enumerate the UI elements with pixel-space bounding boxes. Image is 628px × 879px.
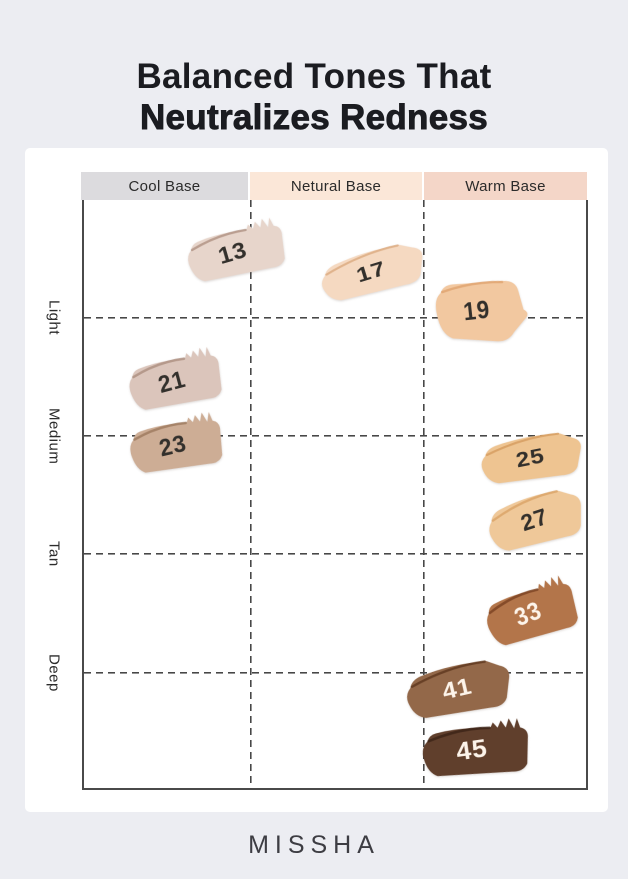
swatch-edge-highlight (132, 357, 186, 379)
swatch-21: 21 (118, 337, 236, 422)
swatch-smear-shape (130, 411, 223, 473)
shade-chart-card: Cool Base Netural Base Warm Base Light Medi… (25, 148, 608, 812)
swatch-19: 19 (428, 271, 535, 355)
swatch-13: 13 (176, 208, 300, 295)
swatch-41: 41 (396, 647, 522, 730)
row-label-deep: Deep (45, 654, 63, 692)
swatch-27: 27 (477, 475, 596, 563)
column-header-cool-base: Cool Base (81, 172, 248, 200)
swatch-edge-highlight (441, 280, 504, 294)
swatch-shade-number: 19 (462, 296, 492, 327)
column-divider-1 (250, 200, 252, 789)
swatch-23: 23 (120, 403, 237, 485)
row-label-tan: Tan (45, 541, 63, 567)
swatch-25: 25 (472, 421, 592, 493)
swatch-smear-shape (321, 244, 423, 301)
row-divider-2 (84, 435, 587, 437)
row-label-light: Light (45, 300, 63, 336)
swatch-edge-highlight (133, 421, 187, 441)
swatch-edge-highlight (410, 660, 486, 688)
swatch-edge-highlight (427, 726, 491, 743)
swatch-edge-highlight (485, 432, 560, 457)
grid-right-border (586, 200, 588, 790)
swatch-smear-shape (489, 490, 581, 551)
swatch-smear-shape (188, 217, 285, 282)
brand-logo: MISSHA (248, 831, 380, 859)
swatch-edge-highlight (190, 228, 247, 252)
swatch-17: 17 (310, 230, 436, 312)
row-label-medium: Medium (45, 407, 63, 465)
row-divider-1 (84, 317, 587, 319)
swatch-edge-highlight (491, 490, 558, 522)
swatch-edge-highlight (488, 588, 539, 615)
column-divider-2 (423, 200, 425, 789)
swatch-smear-shape (487, 575, 578, 646)
swatch-shade-number: 23 (157, 430, 190, 462)
base-header-row: Cool Base Netural Base Warm Base (81, 172, 587, 200)
grid-left-border (82, 200, 84, 790)
swatch-shade-number: 25 (514, 443, 547, 472)
column-header-warm-base: Warm Base (424, 172, 587, 200)
page-title: Balanced Tones That Neutralizes Redness (0, 57, 628, 138)
swatch-smear-shape (129, 346, 222, 410)
swatch-33: 33 (473, 564, 592, 659)
swatch-shade-number: 45 (455, 735, 490, 766)
swatch-edge-highlight (325, 244, 399, 276)
page-title-line1: Balanced Tones That (136, 57, 492, 97)
row-divider-3 (84, 553, 587, 555)
column-header-netural-base: Netural Base (250, 172, 422, 200)
grid-bottom-border (82, 788, 588, 790)
row-divider-4 (84, 672, 587, 674)
swatch-smear-shape (435, 280, 528, 342)
swatch-45: 45 (413, 710, 542, 788)
page-title-line2: Neutralizes Redness (139, 98, 489, 138)
